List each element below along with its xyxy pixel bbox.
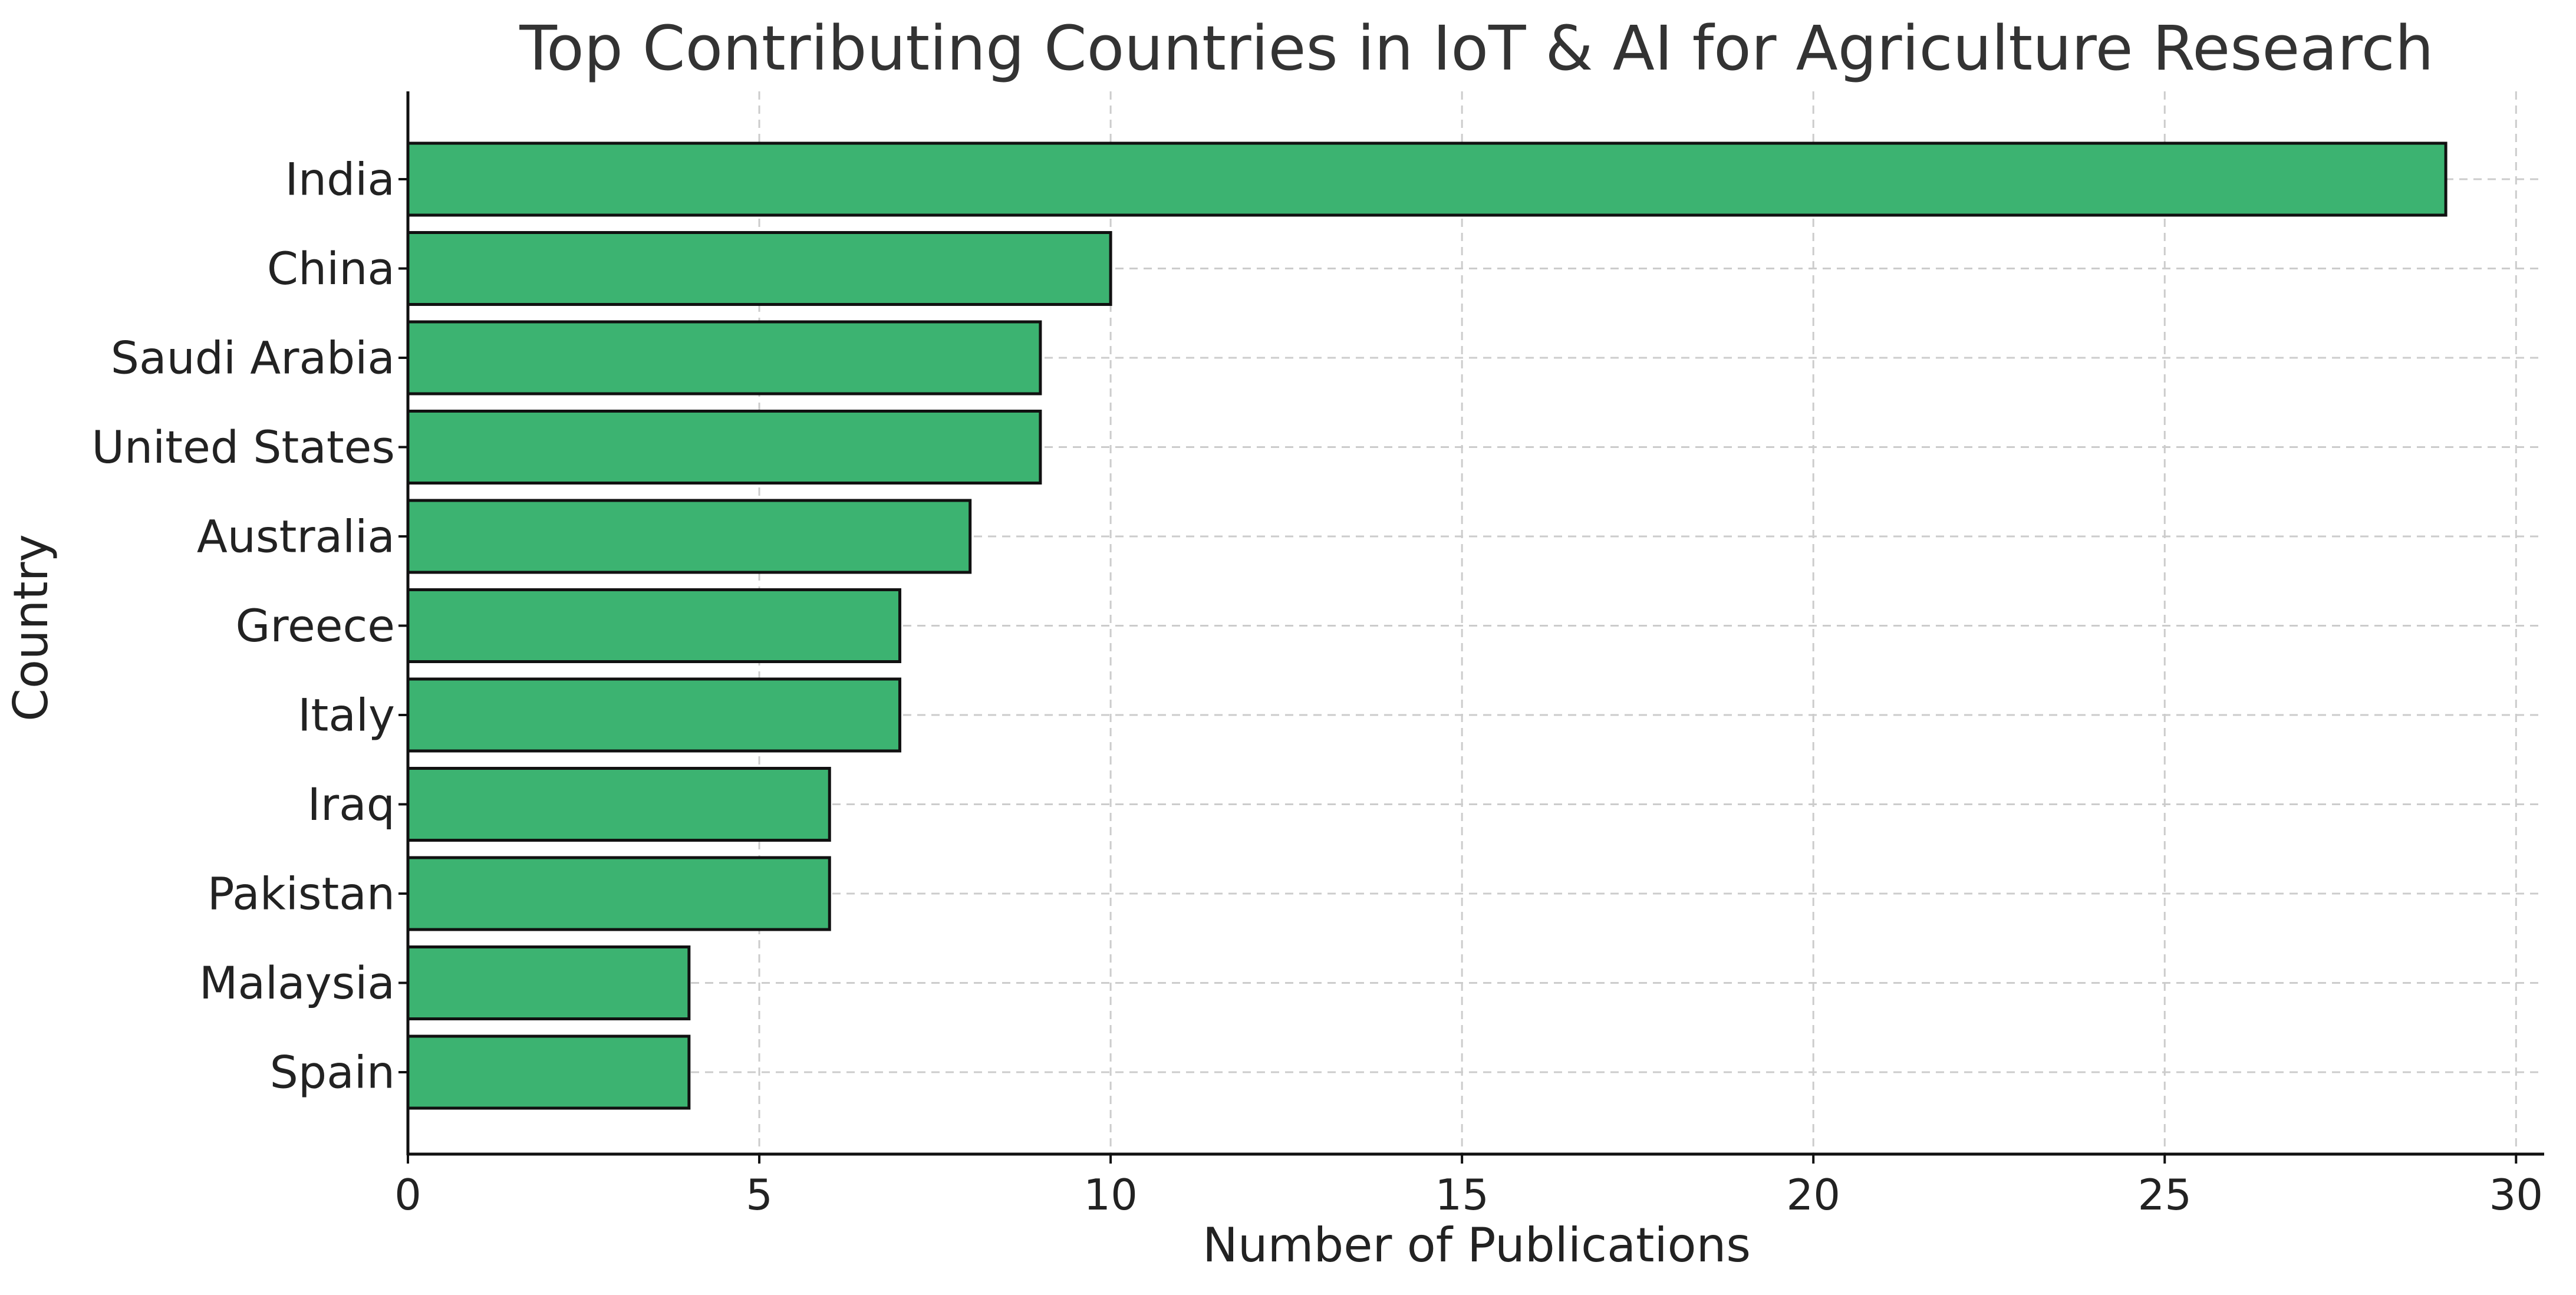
y-tick-labels: India China Saudi Arabia United States Austr… <box>91 153 395 1099</box>
x-tick-label: 5 <box>746 1170 773 1220</box>
y-axis-label: Country <box>4 534 58 721</box>
y-tick-label: Saudi Arabia <box>111 332 395 384</box>
bar-italy <box>406 677 901 753</box>
y-tick-label: Pakistan <box>207 868 395 920</box>
y-tick-label: United States <box>91 421 395 473</box>
x-axis-label: Number of Publications <box>1203 1218 1751 1273</box>
bar-iraq <box>406 767 831 842</box>
bar-malaysia <box>406 945 691 1020</box>
chart-title: Top Contributing Countries in IoT & AI f… <box>519 12 2433 84</box>
bar-china <box>406 231 1112 306</box>
bar-saudi-arabia <box>406 320 1042 396</box>
y-tick-label: Greece <box>235 599 395 652</box>
y-tick-label: Iraq <box>308 778 395 831</box>
bar-pakistan <box>406 856 831 931</box>
y-tick-label: Australia <box>197 510 395 563</box>
bars <box>406 141 2447 1110</box>
x-tick-label: 15 <box>1435 1170 1489 1220</box>
y-tick-label: Spain <box>270 1046 395 1099</box>
bar-australia <box>406 499 972 574</box>
y-tick-label: Italy <box>298 689 395 742</box>
bar-spain <box>406 1034 691 1110</box>
x-tick-label: 25 <box>2137 1170 2192 1220</box>
bar-greece <box>406 588 901 663</box>
bar-united-states <box>406 410 1042 485</box>
x-tick-label: 20 <box>1786 1170 1840 1220</box>
axes <box>398 91 2544 1164</box>
x-tick-labels: 0 5 10 15 20 25 30 <box>394 1170 2543 1220</box>
y-tick-label: China <box>267 242 395 295</box>
y-tick-label: India <box>285 153 395 206</box>
x-tick-label: 0 <box>394 1170 421 1220</box>
x-tick-label: 30 <box>2489 1170 2544 1220</box>
x-tick-label: 10 <box>1083 1170 1138 1220</box>
bar-india <box>406 141 2447 217</box>
y-tick-label: Malaysia <box>199 957 395 1009</box>
